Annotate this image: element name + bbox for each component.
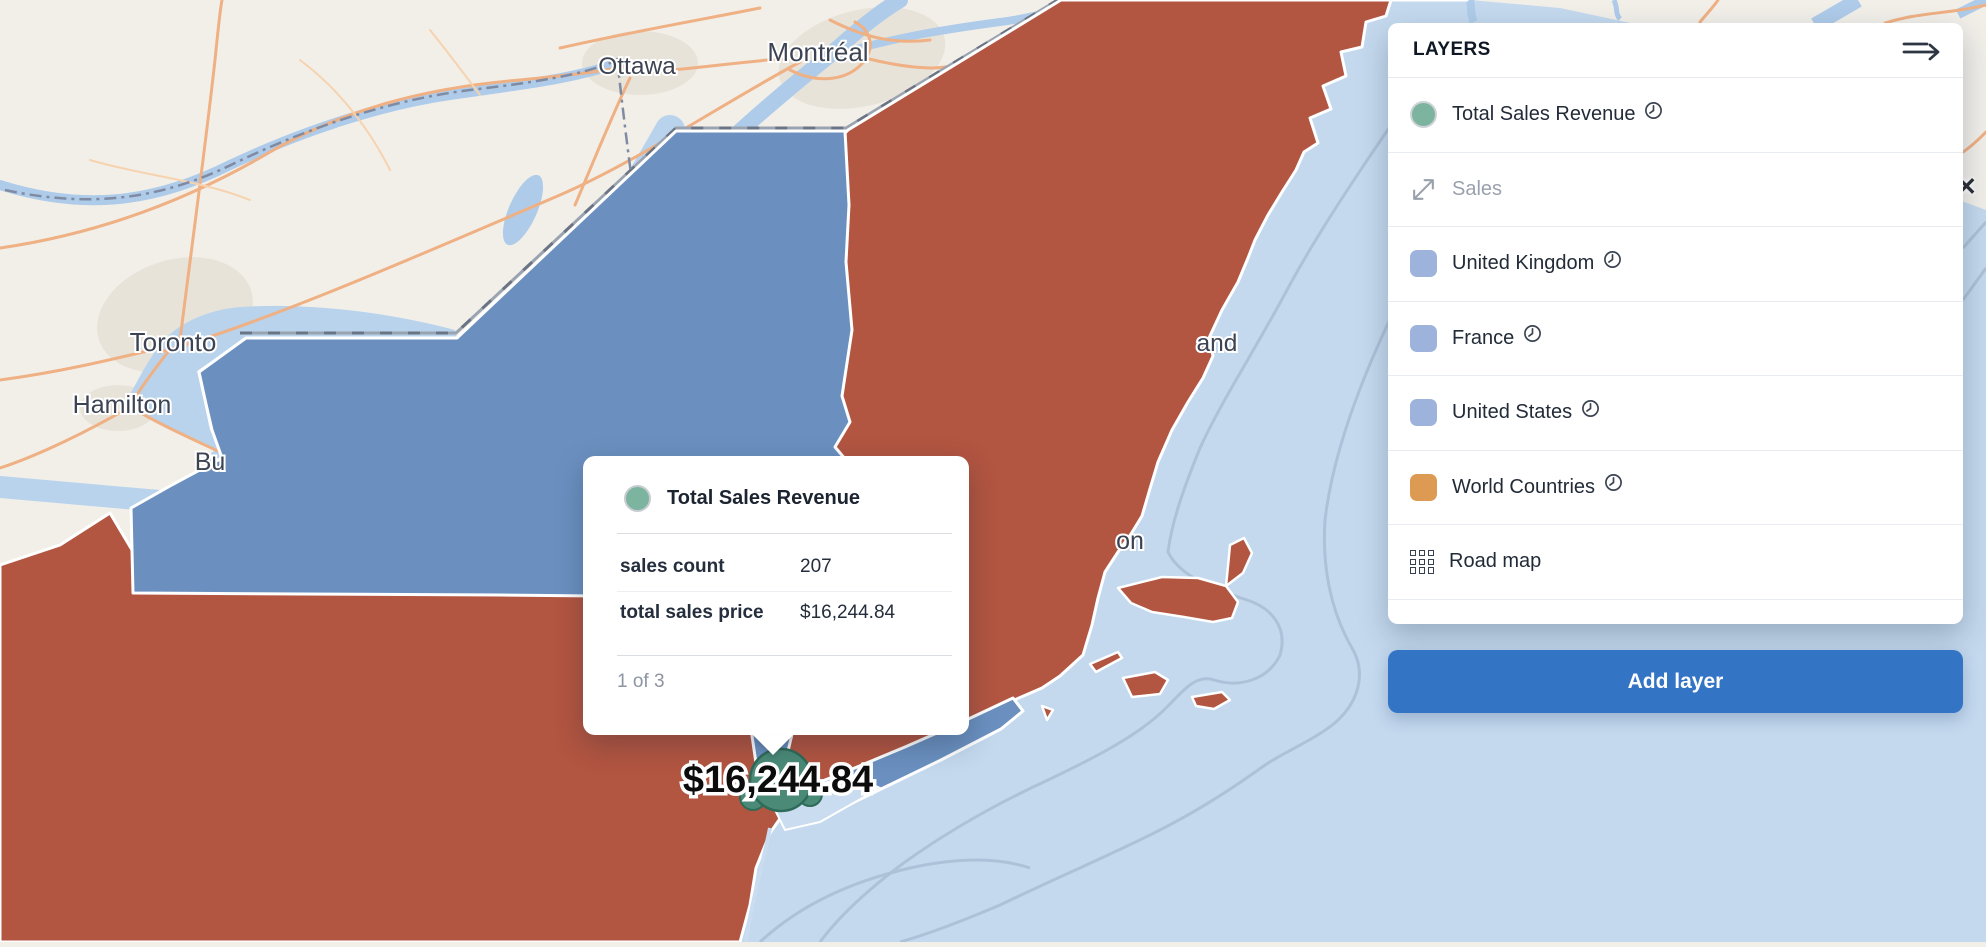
layer-swatch[interactable] [1410, 473, 1437, 501]
panel-title: LAYERS [1413, 39, 1491, 60]
layers-panel: LAYERS Total Sales Revenue Sal [1388, 23, 1963, 624]
layer-swatch[interactable] [1410, 399, 1437, 427]
layer-row-united-kingdom[interactable]: United Kingdom [1388, 227, 1963, 302]
layer-row-road-map[interactable]: Road map [1388, 525, 1963, 600]
clock-icon[interactable] [1644, 101, 1663, 125]
feature-popup: Total Sales Revenue sales count 207 tota… [583, 456, 969, 755]
layer-row-france[interactable]: France [1388, 302, 1963, 376]
layer-swatch-icon [624, 485, 651, 512]
clock-icon[interactable] [1604, 473, 1623, 497]
layer-label: United States [1452, 401, 1573, 424]
city-labels: Ottawa Montréal Toronto Hamilton Bu and … [71, 35, 1240, 557]
layer-label: World Countries [1452, 475, 1596, 498]
layer-label: Road map [1449, 550, 1542, 573]
layer-label: Total Sales Revenue [1452, 103, 1636, 126]
divider [617, 533, 952, 534]
grid-icon[interactable] [1410, 549, 1434, 574]
divider [617, 591, 952, 592]
city-label-hamilton: Hamilton [73, 391, 172, 419]
popup-row-total-price: total sales price $16,244.84 [620, 602, 952, 624]
divider [617, 655, 952, 656]
city-label-toronto: Toronto [130, 327, 217, 357]
popup-row-sales-count: sales count 207 [620, 556, 952, 578]
layer-label: Sales [1452, 177, 1503, 200]
layer-row-united-states[interactable]: United States [1388, 376, 1963, 451]
popup-row-value: 207 [800, 556, 832, 577]
popup-tail [753, 735, 793, 755]
layer-row-world-countries[interactable]: World Countries [1388, 451, 1963, 525]
popup-row-value: $16,244.84 [800, 602, 896, 623]
layer-swatch[interactable] [1410, 324, 1437, 352]
layer-swatch[interactable] [1410, 101, 1437, 129]
layer-label: United Kingdom [1452, 252, 1595, 275]
clock-icon[interactable] [1523, 324, 1542, 348]
clock-icon[interactable] [1581, 399, 1600, 423]
add-layer-button[interactable]: Add layer [1388, 650, 1963, 713]
bathymetry-contours [758, 41, 1542, 944]
marker-value-label: $16,244.84 [683, 759, 873, 801]
layer-label: France [1452, 326, 1515, 349]
city-label-buffalo-partial: Bu [195, 448, 226, 476]
hudson-river [744, 827, 772, 943]
popup-row-label: sales count [620, 556, 725, 577]
layer-row-sales[interactable]: Sales [1388, 153, 1963, 227]
expand-icon[interactable] [1410, 176, 1437, 203]
minor-roads [89, 29, 481, 201]
layer-swatch[interactable] [1410, 250, 1437, 278]
clock-icon[interactable] [1603, 250, 1622, 274]
layer-row-total-sales-revenue[interactable]: Total Sales Revenue [1388, 78, 1963, 153]
city-label-portland-partial: and [1197, 330, 1238, 357]
popup-title: Total Sales Revenue [667, 487, 861, 509]
city-label-montreal: Montréal [767, 37, 868, 67]
city-label-ottawa: Ottawa [598, 53, 676, 80]
coast-contour-right [1961, 221, 1986, 301]
popup-row-label: total sales price [620, 602, 764, 623]
harbor-water [768, 773, 883, 832]
city-label-boston-partial: on [1116, 527, 1144, 555]
collapse-panel-icon[interactable] [1901, 38, 1941, 62]
region-red-capecod[interactable] [1040, 536, 1254, 722]
popup-pagination: 1 of 3 [617, 671, 665, 692]
